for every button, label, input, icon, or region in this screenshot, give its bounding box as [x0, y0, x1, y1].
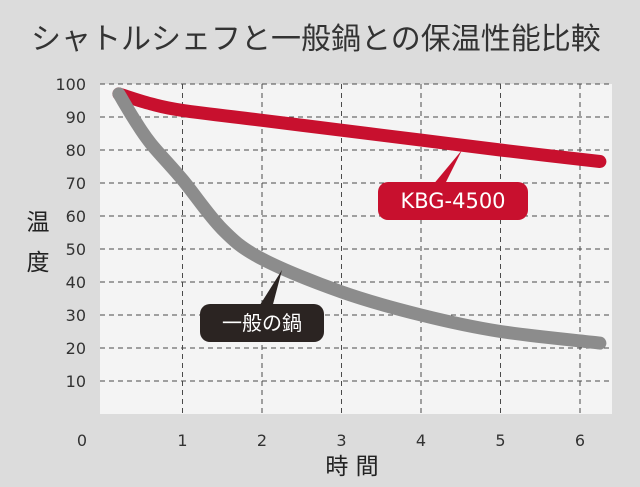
- y-tick-label-50: 50: [66, 240, 86, 259]
- series-label-box-0: [378, 182, 528, 220]
- series-line-1: [112, 87, 607, 350]
- series-label-pointer-1: [258, 270, 282, 308]
- y-tick-label-90: 90: [66, 108, 86, 127]
- x-tick-label-0: 0: [77, 431, 87, 450]
- series-label-box-1: [200, 304, 324, 342]
- x-tick-label-4: 4: [416, 431, 426, 450]
- y-tick-label-70: 70: [66, 174, 86, 193]
- series-label-text-1: 一般の鍋: [222, 311, 302, 335]
- x-tick-label-1: 1: [177, 431, 187, 450]
- x-tick-label-5: 5: [495, 431, 505, 450]
- y-axis-ticks: 10 20 30 40 50 60 70 80 90 100: [55, 75, 86, 391]
- series-lines: [112, 87, 607, 350]
- y-axis-label: 温度: [27, 210, 50, 276]
- x-axis-label: 時 間: [325, 454, 378, 480]
- y-tick-label-100: 100: [55, 75, 86, 94]
- y-axis-label-char: 温: [27, 210, 50, 236]
- y-axis-label-char: 度: [27, 250, 50, 276]
- chart-title: シャトルシェフと一般鍋との保温性能比較: [31, 22, 601, 57]
- x-tick-label-6: 6: [575, 431, 585, 450]
- series-label-text-0: KBG-4500: [400, 189, 505, 213]
- y-tick-label-80: 80: [66, 141, 86, 160]
- series-labels: KBG-4500 一般の鍋: [200, 150, 528, 342]
- y-tick-label-60: 60: [66, 207, 86, 226]
- x-tick-label-3: 3: [336, 431, 346, 450]
- y-tick-label-30: 30: [66, 306, 86, 325]
- y-tick-label-40: 40: [66, 273, 86, 292]
- x-axis-ticks: 0 1 2 3 4 5 6: [77, 431, 585, 450]
- series-label-pointer-0: [432, 150, 462, 186]
- series-line-0: [112, 87, 607, 168]
- y-tick-label-10: 10: [66, 372, 86, 391]
- x-tick-label-2: 2: [257, 431, 267, 450]
- y-tick-label-20: 20: [66, 339, 86, 358]
